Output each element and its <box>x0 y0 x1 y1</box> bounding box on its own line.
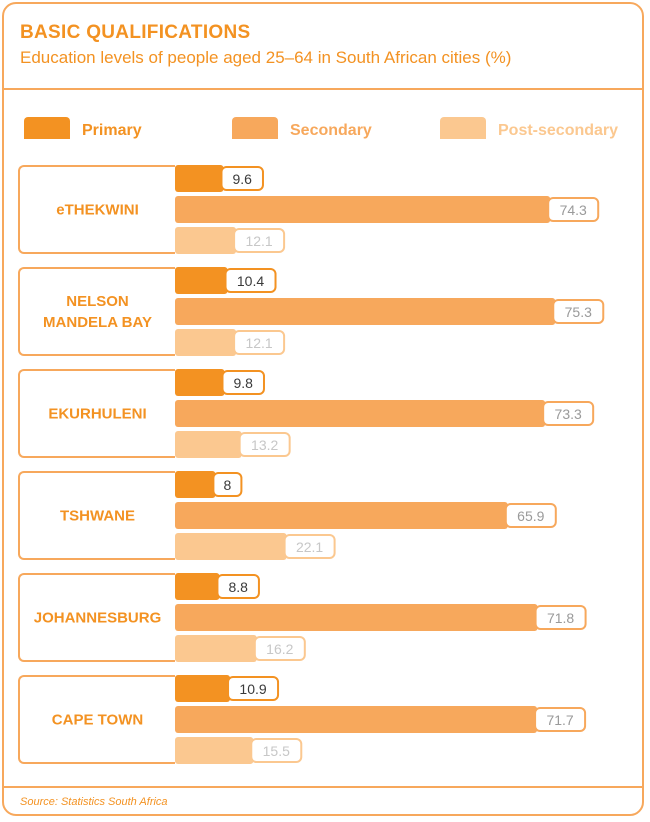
value-label-box-primary-tshwane <box>212 472 243 497</box>
value-label-box-post-secondary-johannesburg <box>253 636 306 661</box>
value-label-post-secondary-nelson-mandela-bay: 12.1 <box>245 335 272 351</box>
value-label-primary-ethekwini: 9.6 <box>232 171 252 187</box>
value-label-box-secondary-ethekwini <box>547 197 600 222</box>
value-label-box-post-secondary-nelson-mandela-bay <box>233 330 286 355</box>
value-label-primary-nelson-mandela-bay: 10.4 <box>237 273 264 289</box>
bar-secondary-ethekwini <box>175 196 551 223</box>
chart-frame <box>2 2 644 816</box>
bar-primary-johannesburg <box>175 573 220 600</box>
footer-divider <box>2 786 644 788</box>
value-label-secondary-nelson-mandela-bay: 75.3 <box>565 304 592 320</box>
bar-secondary-nelson-mandela-bay <box>175 298 556 325</box>
bar-post-secondary-johannesburg <box>175 635 257 662</box>
value-label-box-secondary-tshwane <box>504 503 557 528</box>
category-box-johannesburg: JOHANNESBURG <box>18 573 175 662</box>
category-label-ekurhuleni: EKURHULENI <box>48 405 147 422</box>
value-label-box-post-secondary-ekurhuleni <box>238 432 291 457</box>
category-label-johannesburg: JOHANNESBURG <box>33 609 162 626</box>
source-note: Source: Statistics South Africa <box>20 796 168 808</box>
legend-label-secondary: Secondary <box>290 122 372 139</box>
category-box-tshwane: TSHWANE <box>18 471 175 560</box>
bar-secondary-ekurhuleni <box>175 400 546 427</box>
value-label-box-secondary-nelson-mandela-bay <box>552 299 605 324</box>
bar-post-secondary-ethekwini <box>175 227 237 254</box>
value-label-secondary-tshwane: 65.9 <box>517 508 544 524</box>
value-label-post-secondary-tshwane: 22.1 <box>296 539 323 555</box>
value-label-box-primary-ekurhuleni <box>221 370 265 395</box>
category-box-ethekwini: eTHEKWINI <box>18 165 175 254</box>
chart-title: BASIC QUALIFICATIONS <box>20 22 251 43</box>
bar-primary-ethekwini <box>175 165 224 192</box>
value-label-post-secondary-johannesburg: 16.2 <box>266 641 293 657</box>
category-box-cape-town: CAPE TOWN <box>18 675 175 764</box>
bar-secondary-johannesburg <box>175 604 538 631</box>
value-label-box-post-secondary-ethekwini <box>233 228 286 253</box>
bar-post-secondary-tshwane <box>175 533 287 560</box>
legend-swatch-primary <box>24 117 70 139</box>
legend-label-primary: Primary <box>82 122 142 139</box>
category-label-nelson-mandela-bay: NELSON MANDELA BAY <box>43 292 152 331</box>
value-label-primary-johannesburg: 8.8 <box>228 579 248 595</box>
bar-secondary-cape-town <box>175 706 538 733</box>
value-label-post-secondary-cape-town: 15.5 <box>263 743 290 759</box>
legend-swatch-post-secondary <box>440 117 486 139</box>
value-label-secondary-ekurhuleni: 73.3 <box>555 406 582 422</box>
value-label-box-secondary-johannesburg <box>534 605 587 630</box>
value-label-primary-tshwane: 8 <box>224 477 232 493</box>
value-label-post-secondary-ekurhuleni: 13.2 <box>251 437 278 453</box>
category-label-cape-town: CAPE TOWN <box>51 711 144 728</box>
bar-post-secondary-cape-town <box>175 737 254 764</box>
value-label-box-post-secondary-cape-town <box>250 738 303 763</box>
legend-label-post-secondary: Post-secondary <box>498 122 619 139</box>
value-label-box-primary-nelson-mandela-bay <box>224 268 277 293</box>
value-label-box-primary-johannesburg <box>216 574 260 599</box>
category-label-tshwane: TSHWANE <box>60 507 135 524</box>
value-label-box-secondary-cape-town <box>534 707 587 732</box>
value-label-box-secondary-ekurhuleni <box>542 401 595 426</box>
bar-primary-ekurhuleni <box>175 369 225 396</box>
bar-post-secondary-nelson-mandela-bay <box>175 329 237 356</box>
category-box-nelson-mandela-bay: NELSON MANDELA BAY <box>18 267 175 356</box>
header-divider <box>2 88 644 90</box>
value-label-primary-ekurhuleni: 9.8 <box>234 375 254 391</box>
bar-primary-nelson-mandela-bay <box>175 267 228 294</box>
value-label-box-post-secondary-tshwane <box>283 534 336 559</box>
chart-subtitle: Education levels of people aged 25–64 in… <box>20 48 512 67</box>
value-label-secondary-cape-town: 71.7 <box>546 712 573 728</box>
bar-primary-tshwane <box>175 471 216 498</box>
category-label-ethekwini: eTHEKWINI <box>56 201 139 218</box>
bar-secondary-tshwane <box>175 502 508 529</box>
bar-post-secondary-ekurhuleni <box>175 431 242 458</box>
bar-primary-cape-town <box>175 675 231 702</box>
value-label-secondary-ethekwini: 74.3 <box>560 202 587 218</box>
legend-swatch-secondary <box>232 117 278 139</box>
value-label-primary-cape-town: 10.9 <box>239 681 266 697</box>
value-label-box-primary-ethekwini <box>220 166 264 191</box>
category-box-ekurhuleni: EKURHULENI <box>18 369 175 458</box>
value-label-secondary-johannesburg: 71.8 <box>547 610 574 626</box>
value-label-post-secondary-ethekwini: 12.1 <box>245 233 272 249</box>
value-label-box-primary-cape-town <box>227 676 280 701</box>
